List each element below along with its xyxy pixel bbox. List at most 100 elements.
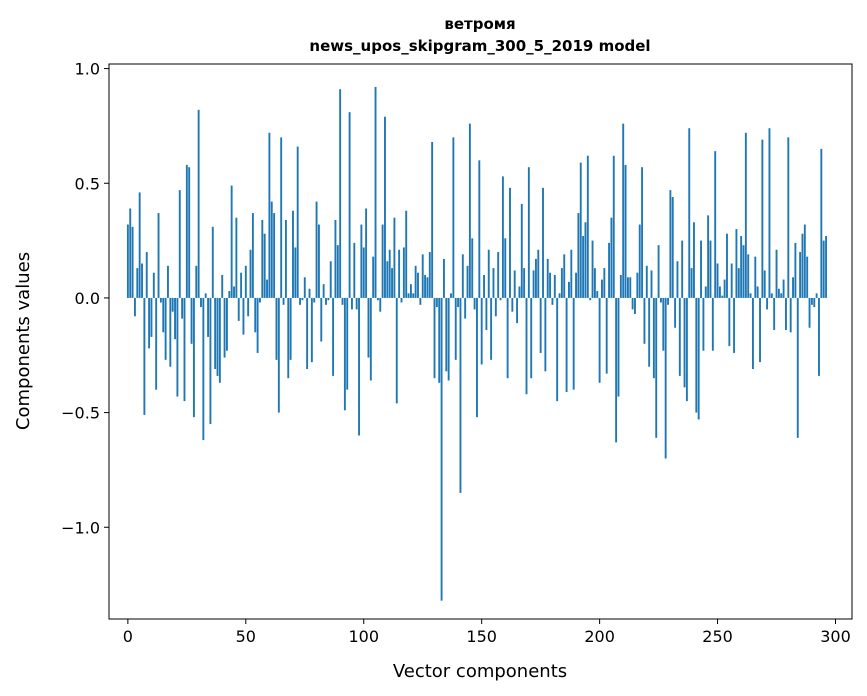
bar-component-127 xyxy=(426,277,429,298)
bar-component-101 xyxy=(365,208,368,298)
bar-component-193 xyxy=(582,236,585,298)
bar-component-279 xyxy=(785,297,787,331)
plot-frame xyxy=(108,63,853,620)
bar-component-267 xyxy=(756,286,759,298)
bar-component-62 xyxy=(273,213,276,298)
bar-component-41 xyxy=(223,297,226,358)
bar-component-124 xyxy=(419,297,422,305)
bar-component-271 xyxy=(766,297,769,310)
bar-component-217 xyxy=(638,224,641,298)
bar-component-108 xyxy=(381,224,384,298)
bar-component-268 xyxy=(759,297,761,363)
x-axis-ticks: 0 50 100 150 200 250 300 xyxy=(123,619,851,646)
bar-component-50 xyxy=(244,265,247,298)
bar-component-85 xyxy=(327,297,330,301)
bar-component-117 xyxy=(402,247,405,298)
bar-component-5 xyxy=(138,192,141,298)
bar-component-1 xyxy=(129,208,132,298)
bar-component-16 xyxy=(164,297,167,360)
bar-component-261 xyxy=(742,245,745,298)
bar-component-14 xyxy=(159,297,162,303)
y-tick-label: −1.0 xyxy=(61,518,100,537)
bar-component-79 xyxy=(313,297,316,303)
bar-component-52 xyxy=(249,249,252,298)
bar-component-65 xyxy=(280,137,283,298)
bar-component-285 xyxy=(799,252,802,298)
bar-component-208 xyxy=(617,297,620,397)
bar-component-137 xyxy=(450,293,452,298)
bar-component-153 xyxy=(487,249,490,298)
bar-component-134 xyxy=(443,258,445,298)
bar-component-282 xyxy=(792,277,794,298)
bar-component-53 xyxy=(251,213,254,298)
bar-component-59 xyxy=(266,279,268,298)
bar-component-129 xyxy=(431,141,434,298)
bar-component-81 xyxy=(317,224,320,298)
bar-component-119 xyxy=(407,293,410,298)
bar-component-116 xyxy=(400,297,403,303)
bar-component-289 xyxy=(808,297,811,328)
bar-component-154 xyxy=(490,297,493,360)
bar-component-15 xyxy=(162,297,165,333)
bar-component-236 xyxy=(683,297,686,388)
bar-component-287 xyxy=(803,224,806,298)
bar-component-143 xyxy=(464,297,467,319)
bar-component-229 xyxy=(667,297,669,305)
bar-component-163 xyxy=(511,297,514,312)
bar-component-110 xyxy=(386,261,389,298)
bar-component-51 xyxy=(247,297,250,317)
x-tick-label: 200 xyxy=(584,627,615,646)
bar-component-151 xyxy=(483,274,485,298)
bar-component-259 xyxy=(737,268,740,298)
bar-component-97 xyxy=(355,297,358,310)
bar-component-293 xyxy=(818,297,820,376)
bar-component-35 xyxy=(209,297,212,425)
bar-component-164 xyxy=(513,270,516,298)
bar-component-131 xyxy=(435,297,438,308)
bar-component-213 xyxy=(629,277,632,298)
bar-component-104 xyxy=(372,256,375,298)
bar-component-89 xyxy=(336,245,339,298)
bar-component-44 xyxy=(230,185,233,298)
bar-component-225 xyxy=(657,245,660,298)
bar-component-232 xyxy=(674,297,677,328)
bar-component-189 xyxy=(572,297,575,390)
bar-component-93 xyxy=(346,297,349,390)
bar-component-17 xyxy=(167,265,169,298)
bar-component-260 xyxy=(740,236,743,298)
bar-component-251 xyxy=(718,286,721,298)
x-tick-label: 0 xyxy=(123,627,133,646)
bar-component-186 xyxy=(565,297,568,392)
bar-component-48 xyxy=(240,272,243,298)
bar-component-136 xyxy=(447,297,450,381)
bar-component-188 xyxy=(570,249,573,298)
bar-component-247 xyxy=(709,240,712,298)
bar-component-33 xyxy=(204,293,207,298)
bar-component-107 xyxy=(379,297,382,312)
bar-component-18 xyxy=(169,297,172,367)
bar-component-21 xyxy=(176,297,179,397)
bar-component-177 xyxy=(544,297,547,372)
bar-component-11 xyxy=(152,272,155,298)
bar-component-121 xyxy=(412,293,415,298)
bar-component-105 xyxy=(374,86,377,298)
bar-component-32 xyxy=(202,297,205,441)
bar-component-160 xyxy=(504,238,507,298)
bar-component-140 xyxy=(457,297,460,308)
bar-component-23 xyxy=(181,297,184,319)
bar-component-138 xyxy=(452,137,455,298)
bar-component-182 xyxy=(556,297,559,402)
bar-component-167 xyxy=(520,203,523,298)
bar-component-215 xyxy=(634,297,636,314)
y-tick-label: 1.0 xyxy=(75,60,100,79)
bar-component-195 xyxy=(586,155,589,298)
bar-component-264 xyxy=(749,293,752,298)
bar-component-114 xyxy=(395,297,398,404)
bar-component-126 xyxy=(424,274,427,298)
bar-component-286 xyxy=(801,233,804,298)
bar-component-272 xyxy=(768,128,771,298)
bar-component-257 xyxy=(733,297,736,353)
bar-component-169 xyxy=(525,297,528,395)
bar-component-94 xyxy=(348,112,351,298)
bar-component-57 xyxy=(261,219,264,298)
